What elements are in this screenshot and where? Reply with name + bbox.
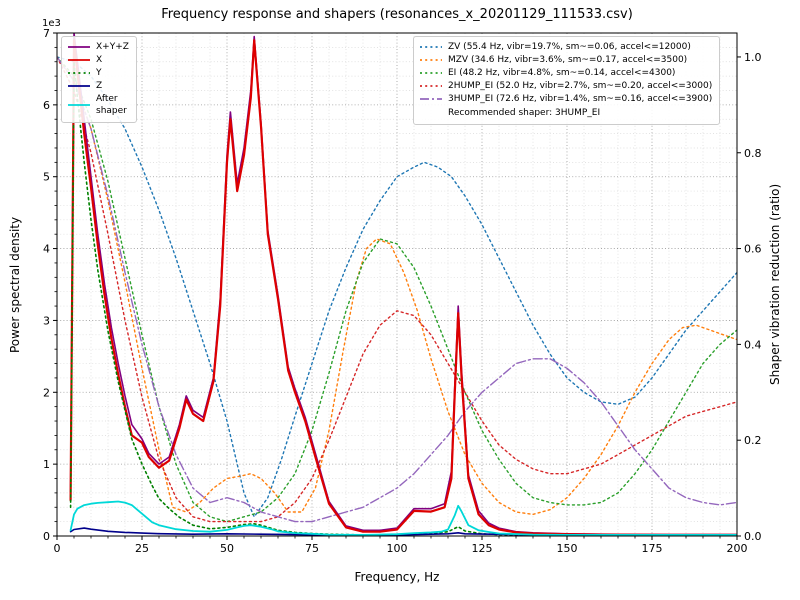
legend-item-label: EI (48.2 Hz, vibr=4.8%, sm~=0.14, accel<…: [448, 68, 676, 78]
chart-title: Frequency response and shapers (resonanc…: [161, 7, 633, 22]
series-ei: [57, 56, 737, 523]
tick-label: 125: [472, 542, 493, 555]
legend-line-sample: [68, 46, 90, 48]
legend-line-sample: [68, 85, 90, 87]
recommended-shaper-note: Recommended shaper: 3HUMP_EI: [448, 108, 601, 118]
legend-item-label: Z: [96, 81, 103, 91]
series-3hump_ei: [57, 56, 737, 523]
legend-item: ZV (55.4 Hz, vibr=19.7%, sm~=0.06, accel…: [419, 41, 712, 53]
tick-label: 100: [387, 542, 408, 555]
legend-item: MZV (34.6 Hz, vibr=3.6%, sm~=0.17, accel…: [419, 54, 712, 66]
series-2hump_ei: [57, 56, 737, 523]
legend-item: EI (48.2 Hz, vibr=4.8%, sm~=0.14, accel<…: [419, 67, 712, 79]
legend-item: X+Y+Z: [67, 41, 129, 53]
tick-label: 25: [135, 542, 149, 555]
tick-label: 2: [43, 386, 50, 399]
legend-line-sample: [420, 46, 442, 48]
psd-legend: X+Y+Z X Y Z After shaper: [61, 36, 137, 123]
legend-item: 2HUMP_EI (52.0 Hz, vibr=2.7%, sm~=0.20, …: [419, 80, 712, 92]
legend-item: X: [67, 54, 129, 66]
legend-item-label: Y: [96, 68, 102, 78]
legend-line-sample: [420, 59, 442, 61]
tick-label: 0.8: [744, 147, 762, 160]
tick-label: 4: [43, 243, 50, 256]
left-axis-multiplier: 1e3: [42, 18, 61, 29]
tick-label: 0.0: [744, 530, 762, 543]
tick-label: 6: [43, 99, 50, 112]
series-x: [69, 39, 737, 536]
tick-label: 0.2: [744, 434, 762, 447]
legend-item-label: ZV (55.4 Hz, vibr=19.7%, sm~=0.06, accel…: [448, 42, 691, 52]
series-after-shaper: [69, 500, 737, 536]
legend-line-sample: [68, 59, 90, 61]
tick-label: 0.6: [744, 243, 762, 256]
legend-item-label: 3HUMP_EI (72.6 Hz, vibr=1.4%, sm~=0.16, …: [448, 94, 713, 104]
legend-line-sample: [420, 98, 442, 100]
tick-label: 0: [43, 530, 50, 543]
tick-label: 7: [43, 27, 50, 40]
legend-line-sample: [68, 72, 90, 74]
tick-label: 1: [43, 458, 50, 471]
shaper-legend: ZV (55.4 Hz, vibr=19.7%, sm~=0.06, accel…: [413, 36, 721, 125]
series-z: [69, 527, 737, 536]
tick-label: 175: [642, 542, 663, 555]
legend-item-label: X: [96, 55, 103, 65]
tick-label: 150: [557, 542, 578, 555]
series-zv: [57, 56, 737, 518]
x-axis-label: Frequency, Hz: [354, 570, 440, 584]
legend-item-label: X+Y+Z: [96, 42, 129, 52]
legend-item: 3HUMP_EI (72.6 Hz, vibr=1.4%, sm~=0.16, …: [419, 93, 712, 105]
series-y: [69, 60, 737, 536]
legend-item-label: After shaper: [96, 94, 127, 116]
tick-label: 75: [305, 542, 319, 555]
legend-line-sample: [420, 72, 442, 74]
legend-line-sample: [420, 85, 442, 87]
legend-line-sample: [68, 104, 90, 106]
legend-item: Y: [67, 67, 129, 79]
tick-label: 3: [43, 314, 50, 327]
tick-label: 50: [220, 542, 234, 555]
legend-item: Z: [67, 80, 129, 92]
tick-label: 200: [727, 542, 748, 555]
legend-item-label: 2HUMP_EI (52.0 Hz, vibr=2.7%, sm~=0.20, …: [448, 81, 713, 91]
tick-label: 1.0: [744, 51, 762, 64]
legend-item: After shaper: [67, 93, 129, 117]
tick-label: 5: [43, 171, 50, 184]
tick-label: 0: [54, 542, 61, 555]
legend-item-label: MZV (34.6 Hz, vibr=3.6%, sm~=0.17, accel…: [448, 55, 688, 65]
tick-label: 0.4: [744, 338, 762, 351]
